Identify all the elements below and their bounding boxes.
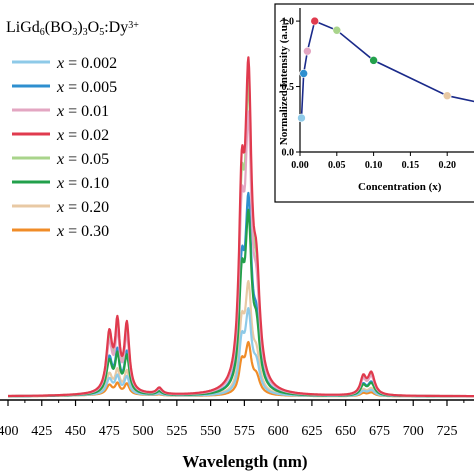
legend-label: x = 0.20 — [56, 199, 109, 216]
inset-y-tick-label: 0.0 — [282, 148, 295, 159]
inset-frame — [274, 3, 474, 203]
compound-label: LiGd6(BO3)3O5:Dy3+ — [6, 19, 139, 38]
compound-part: LiGd — [6, 19, 40, 36]
compound-part: :Dy — [104, 19, 128, 36]
x-tick-label: 400 — [0, 424, 19, 439]
inset-y-tick-label: 1.0 — [282, 17, 295, 28]
legend-variable: x — [56, 55, 64, 72]
x-tick-label: 700 — [403, 424, 424, 439]
inset-y-axis-title: Normalized Intensity (a.u.) — [278, 18, 290, 145]
compound-part: 3 — [83, 27, 88, 38]
legend-variable: x — [56, 175, 64, 192]
legend-value: 0.005 — [81, 79, 117, 96]
compound-part: 6 — [40, 27, 45, 38]
legend-equals: = — [64, 79, 81, 96]
legend-equals: = — [64, 223, 81, 240]
legend-equals: = — [64, 55, 81, 72]
legend-value: 0.02 — [81, 127, 109, 144]
x-tick-label: 500 — [133, 424, 154, 439]
inset-axis-ticks: 0.00 0.05 0.10 0.15 0.20 0.0 0.5 1.0 — [282, 8, 474, 171]
inset-x-tick-label: 0.00 — [291, 160, 309, 171]
legend-value: 0.05 — [81, 151, 109, 168]
legend-variable: x — [56, 79, 64, 96]
main-plot: 400 425 450 475 500 525 550 575 600 625 650 675 700 7… — [0, 56, 474, 471]
legend-variable: x — [56, 127, 64, 144]
inset-point — [303, 46, 312, 56]
inset-x-axis-title: Concentration (x) — [358, 181, 442, 193]
legend-label: x = 0.005 — [56, 79, 117, 96]
legend-label: x = 0.10 — [56, 175, 109, 192]
x-tick-label: 650 — [335, 424, 356, 439]
compound-part: 3+ — [128, 20, 139, 31]
legend-label: x = 0.002 — [56, 55, 117, 72]
x-tick-label: 450 — [65, 424, 86, 439]
x-tick-label: 675 — [369, 424, 390, 439]
spectra-series-layer — [7, 56, 474, 398]
legend-label: x = 0.05 — [56, 151, 109, 168]
x-tick-label: 425 — [31, 424, 52, 439]
inset-points — [297, 16, 452, 123]
inset-x-tick-label: 0.15 — [402, 160, 420, 171]
legend-equals: = — [64, 175, 81, 192]
legend-equals: = — [64, 103, 81, 120]
legend-variable: x — [56, 199, 64, 216]
compound-part: 5 — [99, 27, 104, 38]
legend-value: 0.20 — [81, 199, 109, 216]
x-tick-label: 525 — [166, 424, 187, 439]
legend-value: 0.01 — [81, 103, 109, 120]
inset-y-tick-label: 0.5 — [282, 82, 295, 93]
compound-part: ) — [77, 19, 82, 36]
x-tick-label: 725 — [436, 424, 457, 439]
inset-point — [332, 25, 342, 35]
x-tick-label: 575 — [234, 424, 255, 439]
legend-value: 0.30 — [81, 223, 109, 240]
legend-label: x = 0.02 — [56, 127, 109, 144]
x-tick-label: 550 — [200, 424, 221, 439]
x-tick-label: 625 — [301, 424, 322, 439]
legend-equals: = — [64, 151, 81, 168]
inset-x-tick-label: 0.10 — [365, 160, 383, 171]
inset-point — [310, 16, 320, 26]
x-tick-label: 475 — [99, 424, 120, 439]
compound-formula: LiGd6(BO3)3O5:Dy3+ — [6, 19, 139, 38]
compound-part: O — [88, 19, 100, 36]
inset-x-tick-label: 0.05 — [328, 160, 346, 171]
inset-point — [442, 91, 452, 101]
x-axis-title: Wavelength (nm) — [182, 452, 307, 471]
inset-x-tick-label: 0.20 — [438, 160, 456, 171]
legend-variable: x — [56, 151, 64, 168]
legend-equals: = — [64, 127, 81, 144]
inset-point — [297, 113, 306, 123]
x-axis-ticks: 400 425 450 475 500 525 550 575 600 625 650 675 700 7… — [0, 400, 465, 439]
compound-part: 3 — [72, 27, 77, 38]
inset-plot: 0.00 0.05 0.10 0.15 0.20 0.0 0.5 1.0 Concentrat… — [274, 3, 474, 203]
legend-equals: = — [64, 199, 81, 216]
legend-variable: x — [56, 223, 64, 240]
legend-value: 0.002 — [81, 55, 117, 72]
inset-point — [369, 56, 378, 65]
inset-point — [299, 69, 308, 78]
series-line-7 — [7, 340, 474, 398]
legend-label: x = 0.01 — [56, 103, 109, 120]
legend-label: x = 0.30 — [56, 223, 109, 240]
legend-value: 0.10 — [81, 175, 109, 192]
series-line-3 — [7, 56, 474, 398]
compound-part: (BO — [45, 19, 73, 36]
x-tick-label: 600 — [268, 424, 289, 439]
legend-variable: x — [56, 103, 64, 120]
